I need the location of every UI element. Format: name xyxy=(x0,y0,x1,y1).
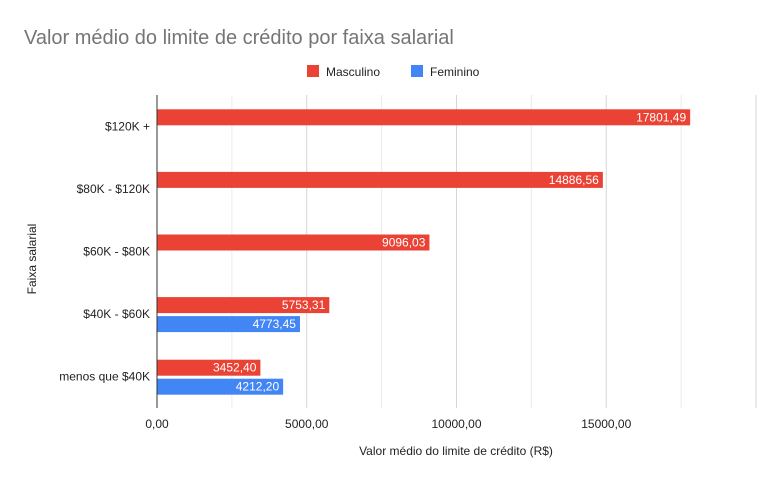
y-tick-label: $80K - $120K xyxy=(77,182,150,196)
bar-value-label: 5753,31 xyxy=(282,298,326,312)
x-tick-label: 10000,00 xyxy=(431,417,481,431)
bar-masculino xyxy=(157,234,430,251)
bar-value-label: 4212,20 xyxy=(236,380,280,394)
bar-value-label: 3452,40 xyxy=(213,361,257,375)
x-axis-title: Valor médio do limite de crédito (R$) xyxy=(359,444,553,458)
legend: Masculino Feminino xyxy=(307,65,480,79)
chart-title: Valor médio do limite de crédito por fai… xyxy=(24,27,454,49)
legend-label: Feminino xyxy=(430,65,480,79)
bars xyxy=(157,109,691,395)
bar-value-label: 9096,03 xyxy=(382,236,426,250)
bar-labels: 17801,49 14886,56 9096,03 5753,31 4773,45 345… xyxy=(213,110,686,393)
gridlines xyxy=(231,95,757,408)
bar-masculino xyxy=(157,297,330,314)
x-tick-label: 5000,00 xyxy=(285,417,329,431)
legend-swatch xyxy=(411,65,423,77)
y-tick-label: $40K - $60K xyxy=(83,307,150,321)
bar-value-label: 17801,49 xyxy=(636,110,686,124)
bar-masculino xyxy=(157,359,261,376)
y-tick-label: menos que $40K xyxy=(59,370,150,384)
legend-swatch xyxy=(307,65,319,77)
bar-value-label: 4773,45 xyxy=(253,317,297,331)
bar-masculino xyxy=(157,109,691,126)
bar-feminino xyxy=(157,316,300,333)
y-tick-label: $60K - $80K xyxy=(83,245,150,259)
x-tick-label: 0,00 xyxy=(145,417,169,431)
y-tick-label: $120K + xyxy=(105,119,150,133)
bar-masculino xyxy=(157,171,603,188)
bar-feminino xyxy=(157,378,284,395)
x-axis-ticks: 0,00 5000,00 10000,00 15000,00 xyxy=(145,417,631,431)
legend-label: Masculino xyxy=(326,65,380,79)
y-axis-title: Faixa salarial xyxy=(25,224,39,295)
y-axis-ticks: $120K + $80K - $120K $60K - $80K $40K - $60… xyxy=(59,119,150,383)
bar-value-label: 14886,56 xyxy=(549,173,599,187)
x-tick-label: 15000,00 xyxy=(581,417,631,431)
